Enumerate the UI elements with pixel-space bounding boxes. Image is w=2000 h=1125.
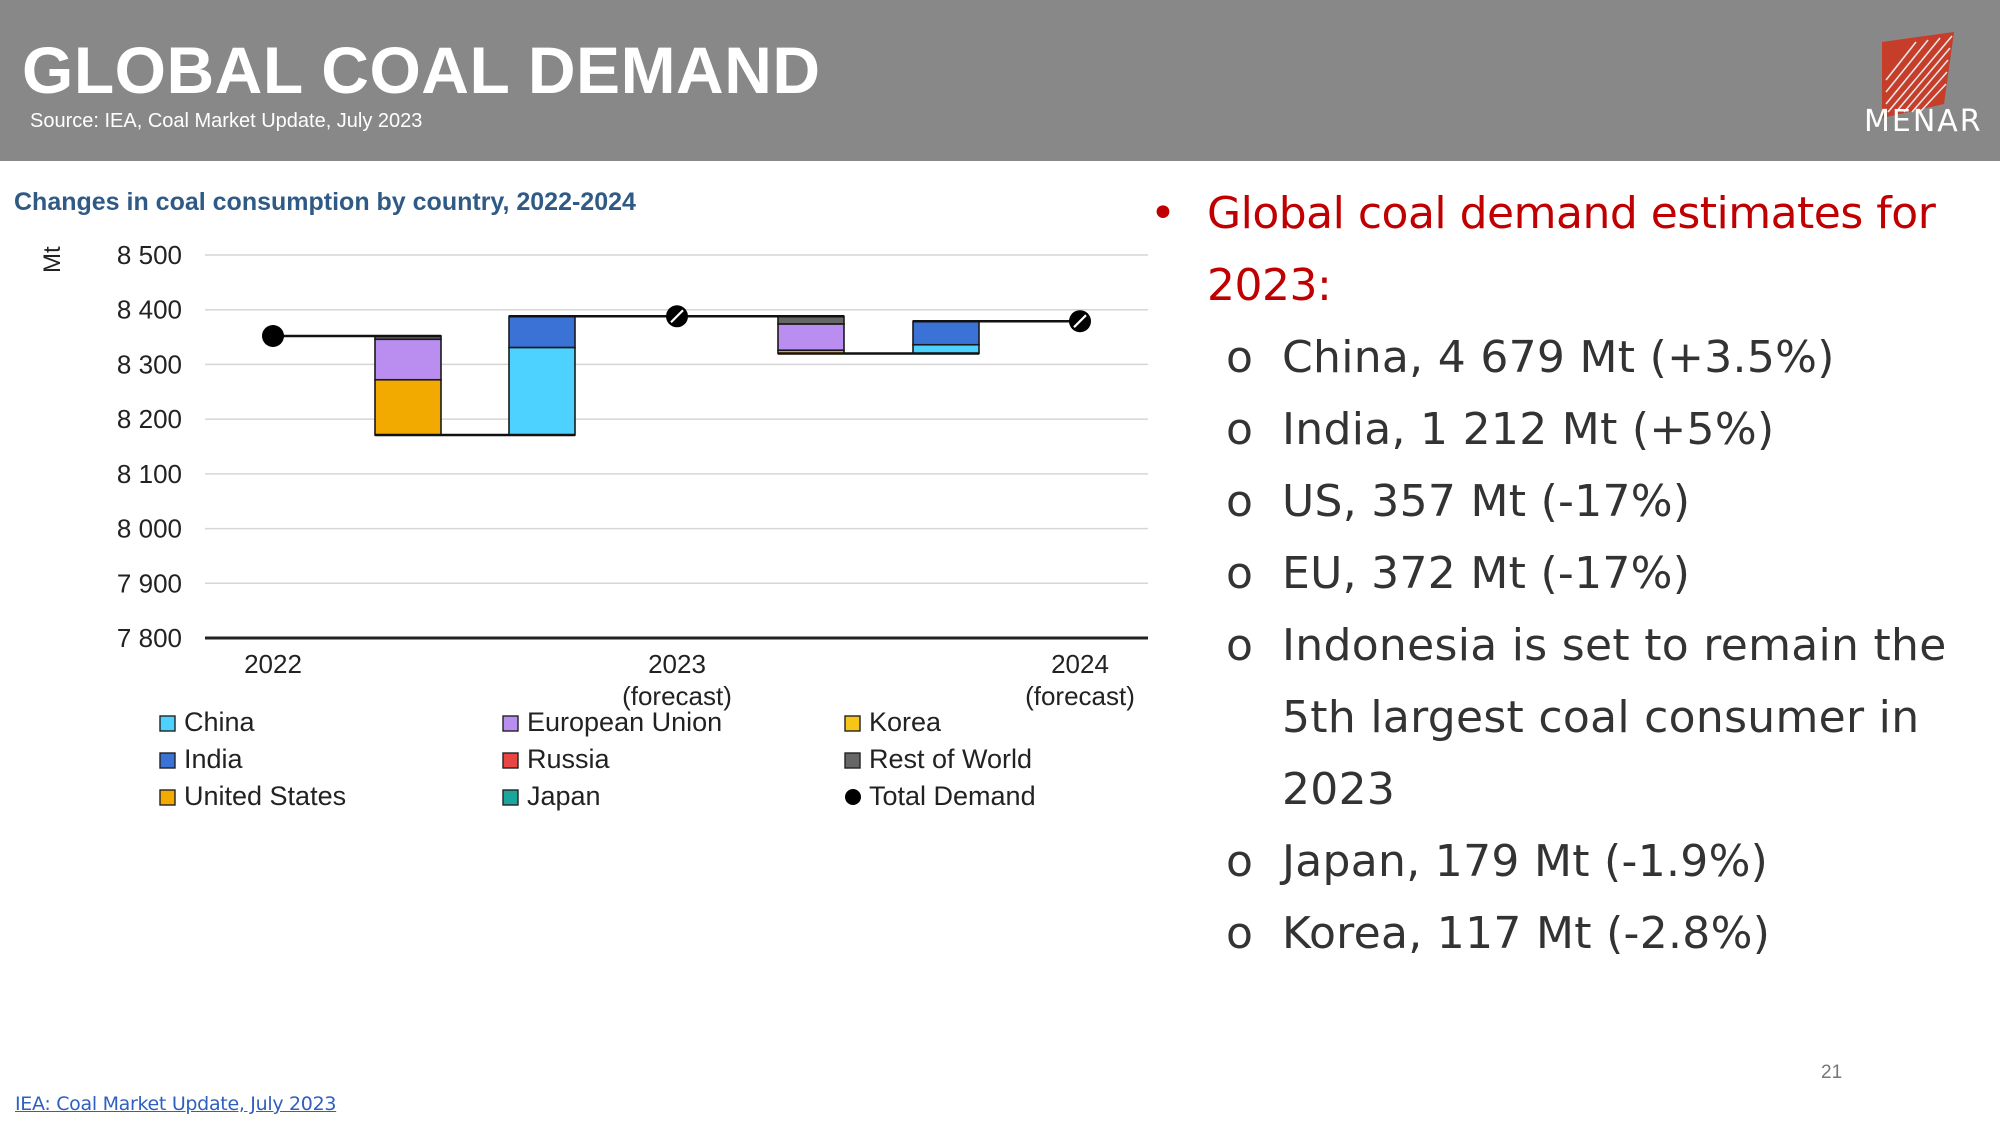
y-tick-label: 8 300 bbox=[117, 349, 182, 379]
list-item-text: Japan, 179 Mt (-1.9%) bbox=[1282, 836, 1769, 887]
source-caption: Source: IEA, Coal Market Update, July 20… bbox=[30, 110, 423, 132]
coal-consumption-chart: Changes in coal consumption by country, … bbox=[14, 188, 1148, 811]
legend-marker-rest-of-world bbox=[844, 752, 861, 769]
x-tick-label: 2022 bbox=[244, 649, 302, 679]
list-item-text: Indonesia is set to remain the 5th large… bbox=[1282, 620, 1947, 815]
list-item: o India, 1 212 Mt (+5%) bbox=[1150, 394, 1970, 466]
forecast-hatch bbox=[670, 309, 684, 324]
total-demand-point bbox=[262, 324, 284, 347]
circle-bullet-icon: o bbox=[1226, 548, 1254, 599]
circle-bullet-icon: o bbox=[1226, 620, 1254, 671]
legend-label-united-states: United States bbox=[184, 781, 346, 811]
list-item: o Korea, 117 Mt (-2.8%) bbox=[1150, 898, 1970, 970]
list-item: o Japan, 179 Mt (-1.9%) bbox=[1150, 826, 1970, 898]
legend-marker-india bbox=[159, 752, 176, 769]
legend-marker-european-union bbox=[502, 715, 519, 732]
bar-segment-united-states bbox=[374, 378, 442, 436]
waterfall-bars bbox=[374, 315, 980, 436]
legend-marker-japan bbox=[502, 789, 519, 806]
bar-segment-european-union bbox=[374, 338, 442, 381]
x-tick-labels: 2022 2023(forecast)2024(forecast) bbox=[244, 649, 1135, 711]
circle-bullet-icon: o bbox=[1226, 476, 1254, 527]
y-tick-label: 7 900 bbox=[117, 568, 182, 598]
circle-bullet-icon: o bbox=[1226, 404, 1254, 455]
legend-label-china: China bbox=[184, 707, 256, 737]
total-demand-line bbox=[262, 305, 1091, 437]
legend-label-european-union: European Union bbox=[527, 707, 722, 737]
y-tick-label: 8 100 bbox=[117, 459, 182, 489]
main-bullet-text: Global coal demand estimates for 2023: bbox=[1207, 188, 1936, 311]
y-axis-label: Mt bbox=[39, 246, 66, 273]
legend-label-russia: Russia bbox=[527, 744, 611, 774]
legend-label-india: India bbox=[184, 744, 244, 774]
legend-label-korea: Korea bbox=[869, 707, 942, 737]
page-number: 21 bbox=[1821, 1062, 1843, 1083]
y-tick-labels: 8 500 8 400 8 300 8 200 8 100 8 000 7 900 7 800 bbox=[117, 240, 182, 653]
chart-legend: China India United States European Union Rus… bbox=[159, 707, 1036, 811]
sub-bullet-list: o China, 4 679 Mt (+3.5%) o India, 1 212 M… bbox=[1150, 322, 1970, 970]
logo-text: MENAR bbox=[1864, 104, 1983, 139]
list-item: o EU, 372 Mt (-17%) bbox=[1150, 538, 1970, 610]
legend-label-rest-of-world: Rest of World bbox=[869, 744, 1032, 774]
circle-bullet-icon: o bbox=[1226, 836, 1254, 887]
list-item-text: India, 1 212 Mt (+5%) bbox=[1282, 404, 1775, 455]
list-item-text: Korea, 117 Mt (-2.8%) bbox=[1282, 908, 1771, 959]
bar-segment-india bbox=[508, 315, 576, 349]
y-tick-label: 8 200 bbox=[117, 404, 182, 434]
iea-report-link[interactable]: IEA: Coal Market Update, July 2023 bbox=[15, 1093, 337, 1115]
list-item: o China, 4 679 Mt (+3.5%) bbox=[1150, 322, 1970, 394]
x-tick-label-sub: (forecast) bbox=[1025, 681, 1135, 711]
legend-marker-korea bbox=[844, 715, 861, 732]
bar-segment-european-union bbox=[777, 323, 845, 352]
legend-marker-total-demand bbox=[845, 789, 861, 805]
y-tick-label: 8 500 bbox=[117, 240, 182, 270]
circle-bullet-icon: o bbox=[1226, 332, 1254, 383]
circle-bullet-icon: o bbox=[1226, 908, 1254, 959]
menar-logo bbox=[1882, 32, 1954, 118]
x-tick-label: 2023 bbox=[648, 649, 706, 679]
y-tick-label: 8 400 bbox=[117, 295, 182, 325]
x-tick-label: 2024 bbox=[1051, 649, 1109, 679]
list-item-text: EU, 372 Mt (-17%) bbox=[1282, 548, 1691, 599]
legend-marker-united-states bbox=[159, 789, 176, 806]
forecast-hatch bbox=[1073, 314, 1087, 328]
bar-segment-china bbox=[912, 343, 980, 355]
bar-segment-china bbox=[508, 346, 576, 436]
list-item-text: China, 4 679 Mt (+3.5%) bbox=[1282, 332, 1835, 383]
slide-title: GLOBAL COAL DEMAND bbox=[22, 33, 821, 107]
list-item: o US, 357 Mt (-17%) bbox=[1150, 466, 1970, 538]
slide-header: GLOBAL COAL DEMAND Source: IEA, Coal Mar… bbox=[0, 0, 2000, 161]
y-tick-label: 7 800 bbox=[117, 623, 182, 653]
chart-title: Changes in coal consumption by country, … bbox=[14, 188, 636, 216]
legend-marker-russia bbox=[502, 752, 519, 769]
list-item-text: US, 357 Mt (-17%) bbox=[1282, 476, 1691, 527]
y-tick-label: 8 000 bbox=[117, 514, 182, 544]
list-item: o Indonesia is set to remain the 5th larg… bbox=[1150, 610, 1970, 826]
legend-label-total-demand: Total Demand bbox=[869, 781, 1036, 811]
legend-label-japan: Japan bbox=[527, 781, 601, 811]
x-tick-label-sub: (forecast) bbox=[622, 681, 732, 711]
bar-segment-india bbox=[912, 320, 980, 346]
main-bullet: • Global coal demand estimates for 2023: bbox=[1150, 178, 1970, 322]
legend-marker-china bbox=[159, 715, 176, 732]
bullet-dot-icon: • bbox=[1150, 188, 1176, 239]
summary-bullets: • Global coal demand estimates for 2023:… bbox=[1150, 178, 1970, 970]
